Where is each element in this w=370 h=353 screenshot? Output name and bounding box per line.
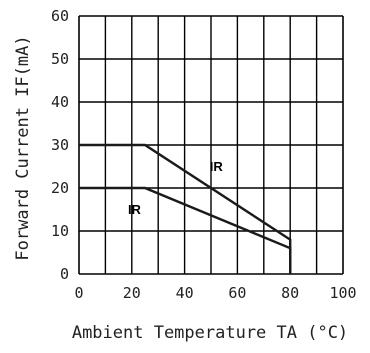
y-tick-label: 30 [51, 136, 69, 154]
x-axis-label: Ambient Temperature TA (°C) [72, 323, 348, 343]
x-tick-label: 40 [176, 284, 194, 302]
x-tick-label: 20 [123, 284, 141, 302]
y-tick-labels: 0 10 20 30 40 50 60 [51, 7, 69, 283]
x-tick-label: 0 [74, 284, 83, 302]
annotations: IR IR [128, 159, 223, 217]
x-tick-label: 60 [228, 284, 246, 302]
y-tick-label: 50 [51, 50, 69, 68]
y-tick-label: 0 [60, 265, 69, 283]
x-tick-label: 80 [281, 284, 299, 302]
y-axis-label: Forward Current IF(mA) [13, 35, 33, 260]
x-tick-labels: 0 20 40 60 80 100 [74, 284, 356, 302]
annotation-label: IR [128, 202, 142, 217]
annotation-label: IR [210, 159, 224, 174]
y-tick-label: 10 [51, 222, 69, 240]
series-layer [79, 143, 292, 274]
series-line-2 [79, 186, 292, 274]
y-tick-label: 20 [51, 179, 69, 197]
y-tick-label: 40 [51, 93, 69, 111]
y-tick-label: 60 [51, 7, 69, 25]
x-tick-label: 100 [329, 284, 356, 302]
